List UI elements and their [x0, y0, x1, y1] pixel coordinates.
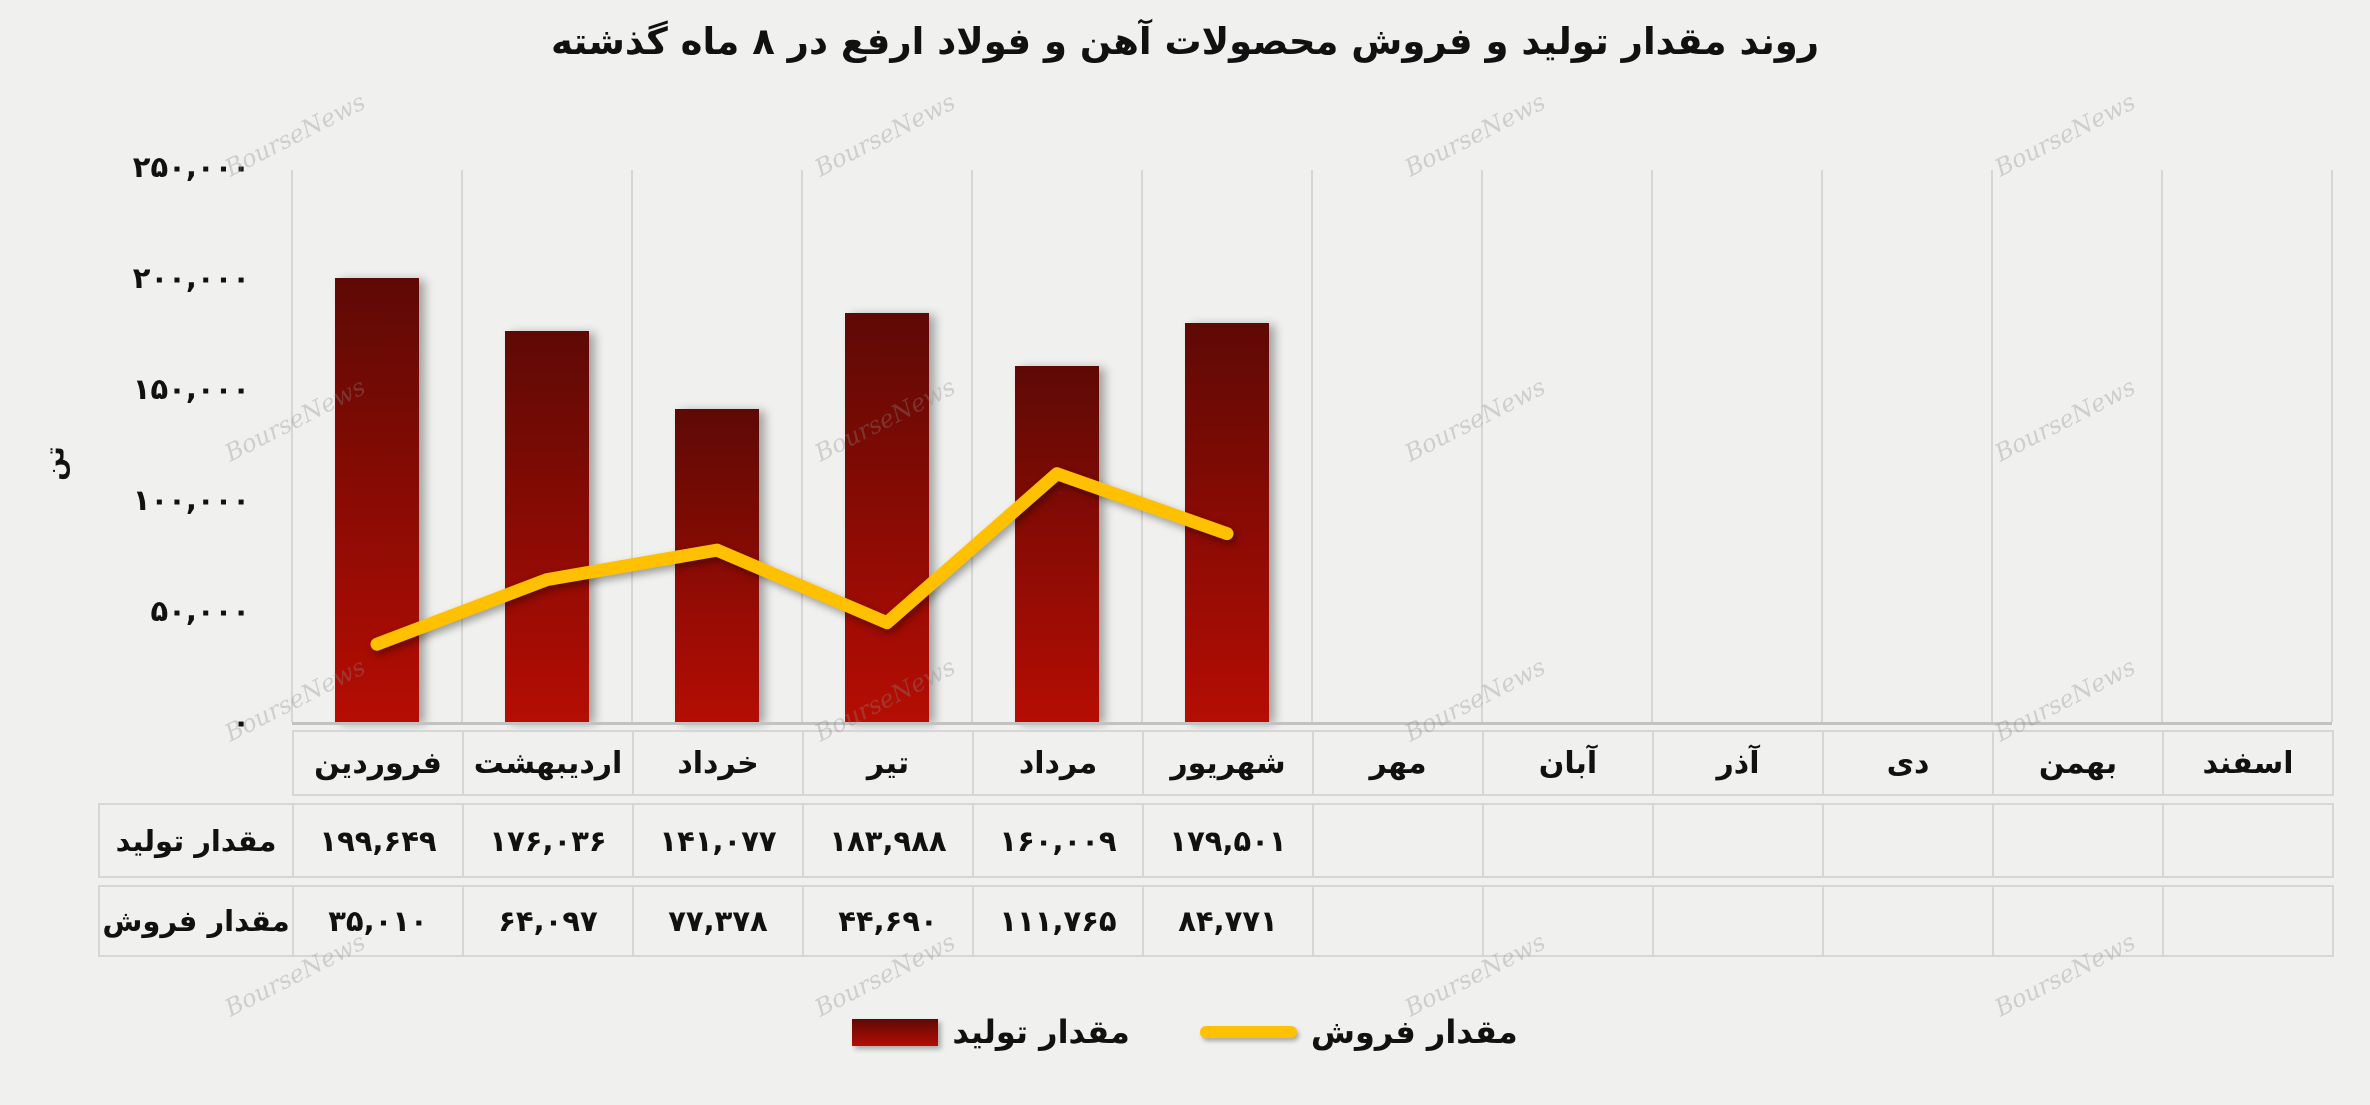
chart-title: روند مقدار تولید و فروش محصولات آهن و فو…	[550, 20, 1820, 63]
production-bar	[335, 278, 419, 722]
y-axis-tick-label: ۲۰۰,۰۰۰	[132, 260, 250, 295]
watermark-text: BourseNews	[1990, 87, 2140, 183]
month-header-cell: آبان	[1482, 730, 1654, 796]
month-header-cell: مرداد	[972, 730, 1144, 796]
chart-legend: مقدار تولید مقدار فروش	[0, 1003, 2370, 1061]
production-value-cell: ۱۶۰,۰۰۹	[972, 803, 1144, 878]
x-axis-line	[292, 722, 2332, 725]
month-header-cell: آذر	[1652, 730, 1824, 796]
y-axis-tick-label: ۰	[232, 705, 250, 739]
y-axis-tick-label: ۵۰,۰۰۰	[150, 593, 250, 628]
watermark-text: BourseNews	[1400, 372, 1550, 468]
month-header-cell: تیر	[802, 730, 974, 796]
y-axis-tick-label: ۱۵۰,۰۰۰	[132, 371, 250, 406]
y-axis-tick-label: ۱۰۰,۰۰۰	[132, 482, 250, 517]
month-header-cell: اردیبهشت	[462, 730, 634, 796]
sales-value-cell: ۷۷,۳۷۸	[632, 885, 804, 957]
y-axis-tick-label: ۲۵۰,۰۰۰	[132, 149, 250, 184]
month-header-cell: مهر	[1312, 730, 1484, 796]
month-header-cell: اسفند	[2162, 730, 2334, 796]
gridline	[1481, 170, 1483, 722]
sales-value-cell	[1992, 885, 2164, 957]
gridline	[1651, 170, 1653, 722]
gridline	[461, 170, 463, 722]
production-bar	[505, 330, 589, 722]
sales-row-label: مقدار فروش	[98, 885, 294, 957]
gridline	[1821, 170, 1823, 722]
production-value-cell	[1992, 803, 2164, 878]
production-value-cell: ۱۸۳,۹۸۸	[802, 803, 974, 878]
watermark-text: BourseNews	[1990, 372, 2140, 468]
production-legend-label: مقدار تولید	[952, 1013, 1130, 1051]
production-legend-swatch	[852, 1018, 939, 1046]
production-value-cell	[1652, 803, 1824, 878]
gridline	[2331, 170, 2333, 722]
sales-value-cell	[2162, 885, 2334, 957]
sales-value-cell	[1822, 885, 1994, 957]
gridline	[2161, 170, 2163, 722]
production-value-cell	[2162, 803, 2334, 878]
sales-value-cell: ۶۴,۰۹۷	[462, 885, 634, 957]
gridline	[801, 170, 803, 722]
production-bar	[1015, 366, 1099, 722]
gridline	[631, 170, 633, 722]
month-header-cell: دی	[1822, 730, 1994, 796]
production-value-cell: ۱۷۶,۰۳۶	[462, 803, 634, 878]
production-bar	[845, 313, 929, 722]
gridline	[1141, 170, 1143, 722]
production-value-cell	[1312, 803, 1484, 878]
production-bar	[675, 408, 759, 722]
production-value-cell: ۱۹۹,۶۴۹	[292, 803, 464, 878]
gridline	[1311, 170, 1313, 722]
sales-legend-swatch	[1199, 1026, 1297, 1038]
month-header-cell: بهمن	[1992, 730, 2164, 796]
production-bar	[1185, 323, 1269, 722]
production-value-cell: ۱۷۹,۵۰۱	[1142, 803, 1314, 878]
sales-legend-label: مقدار فروش	[1310, 1013, 1518, 1051]
legend-spacer	[1144, 1032, 1186, 1033]
watermark-text: BourseNews	[810, 87, 960, 183]
month-header-cell: شهریور	[1142, 730, 1314, 796]
y-axis-unit-label: تن	[39, 446, 71, 481]
watermark-text: BourseNews	[1400, 87, 1550, 183]
month-header-cell: فروردین	[292, 730, 464, 796]
sales-value-cell: ۳۵,۰۱۰	[292, 885, 464, 957]
gridline	[291, 170, 293, 722]
production-row-label: مقدار تولید	[98, 803, 294, 878]
production-value-cell	[1822, 803, 1994, 878]
month-header-cell: خرداد	[632, 730, 804, 796]
gridline	[971, 170, 973, 722]
sales-value-cell	[1652, 885, 1824, 957]
gridline	[1991, 170, 1993, 722]
sales-value-cell	[1482, 885, 1654, 957]
sales-value-cell: ۸۴,۷۷۱	[1142, 885, 1314, 957]
production-value-cell: ۱۴۱,۰۷۷	[632, 803, 804, 878]
production-value-cell	[1482, 803, 1654, 878]
sales-value-cell: ۱۱۱,۷۶۵	[972, 885, 1144, 957]
sales-value-cell	[1312, 885, 1484, 957]
sales-value-cell: ۴۴,۶۹۰	[802, 885, 974, 957]
